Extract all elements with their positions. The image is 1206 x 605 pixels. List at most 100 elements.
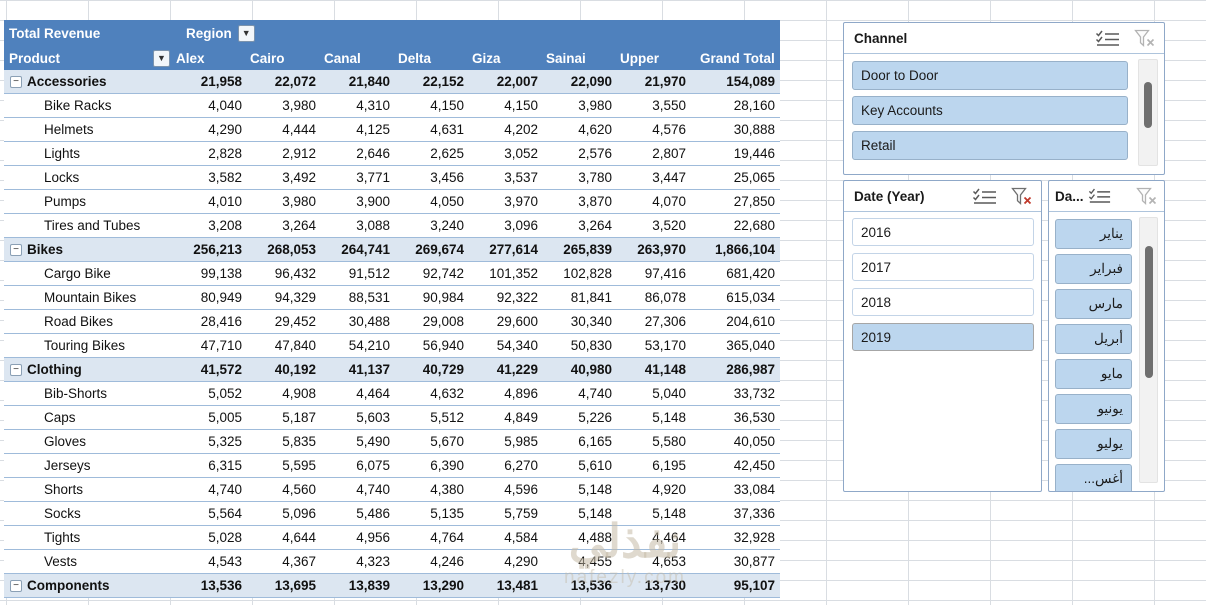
value-cell[interactable]: 4,620 <box>578 122 612 137</box>
slicer-item[interactable]: يوليو <box>1055 429 1132 459</box>
collapse-icon[interactable]: − <box>10 243 22 256</box>
value-cell[interactable]: 6,270 <box>504 458 538 473</box>
value-cell[interactable]: 13,730 <box>644 578 686 593</box>
column-header[interactable]: Cairo <box>250 50 285 66</box>
slicer-item[interactable]: فبراير <box>1055 254 1132 284</box>
value-cell[interactable]: 13,481 <box>496 578 538 593</box>
value-cell[interactable]: 22,152 <box>422 74 464 89</box>
value-cell[interactable]: 154,089 <box>726 74 775 89</box>
value-cell[interactable]: 13,536 <box>200 578 242 593</box>
value-cell[interactable]: 2,912 <box>282 146 316 161</box>
row-label-cell[interactable]: Bike Racks <box>4 98 174 113</box>
value-cell[interactable]: 615,034 <box>726 290 775 305</box>
value-cell[interactable]: 3,582 <box>208 170 242 185</box>
month-scrollbar[interactable] <box>1139 217 1158 483</box>
clear-filter-icon[interactable] <box>1011 187 1033 206</box>
value-cell[interactable]: 286,987 <box>726 362 775 377</box>
column-header[interactable]: Giza <box>472 50 501 66</box>
region-field-label[interactable]: Region <box>186 25 232 41</box>
value-cell[interactable]: 4,740 <box>356 482 390 497</box>
row-label-cell[interactable]: Helmets <box>4 122 174 137</box>
value-cell[interactable]: 99,138 <box>200 266 242 281</box>
value-cell[interactable]: 19,446 <box>733 146 775 161</box>
value-cell[interactable]: 96,432 <box>274 266 316 281</box>
row-label-cell[interactable]: − Components <box>4 578 174 593</box>
row-label-cell[interactable]: Lights <box>4 146 174 161</box>
value-cell[interactable]: 4,631 <box>430 122 464 137</box>
value-cell[interactable]: 40,050 <box>733 434 775 449</box>
value-cell[interactable]: 3,980 <box>282 98 316 113</box>
column-header[interactable]: Sainai <box>546 50 586 66</box>
value-cell[interactable]: 50,830 <box>570 338 612 353</box>
value-cell[interactable]: 3,771 <box>356 170 390 185</box>
value-cell[interactable]: 29,452 <box>274 314 316 329</box>
value-cell[interactable]: 27,850 <box>733 194 775 209</box>
row-label-cell[interactable]: Bib-Shorts <box>4 386 174 401</box>
column-header[interactable]: Canal <box>324 50 361 66</box>
value-cell[interactable]: 5,595 <box>282 458 316 473</box>
value-cell[interactable]: 40,980 <box>570 362 612 377</box>
value-cell[interactable]: 5,759 <box>504 506 538 521</box>
value-cell[interactable]: 2,576 <box>578 146 612 161</box>
value-cell[interactable]: 4,150 <box>430 98 464 113</box>
value-cell[interactable]: 22,007 <box>496 74 538 89</box>
value-cell[interactable]: 3,052 <box>504 146 538 161</box>
slicer-item[interactable]: مارس <box>1055 289 1132 319</box>
value-cell[interactable]: 6,075 <box>356 458 390 473</box>
value-cell[interactable]: 3,537 <box>504 170 538 185</box>
slicer-item[interactable]: يناير <box>1055 219 1132 249</box>
value-cell[interactable]: 4,543 <box>208 554 242 569</box>
value-cell[interactable]: 56,940 <box>422 338 464 353</box>
value-cell[interactable]: 5,040 <box>652 386 686 401</box>
value-cell[interactable]: 3,456 <box>430 170 464 185</box>
value-cell[interactable]: 4,455 <box>578 554 612 569</box>
value-cell[interactable]: 29,600 <box>496 314 538 329</box>
value-cell[interactable]: 27,306 <box>644 314 686 329</box>
value-cell[interactable]: 4,202 <box>504 122 538 137</box>
value-cell[interactable]: 5,670 <box>430 434 464 449</box>
value-cell[interactable]: 4,764 <box>430 530 464 545</box>
collapse-icon[interactable]: − <box>10 363 22 376</box>
value-cell[interactable]: 36,530 <box>733 410 775 425</box>
value-cell[interactable]: 4,323 <box>356 554 390 569</box>
value-cell[interactable]: 5,325 <box>208 434 242 449</box>
value-cell[interactable]: 4,740 <box>208 482 242 497</box>
row-label-cell[interactable]: Pumps <box>4 194 174 209</box>
value-cell[interactable]: 42,450 <box>733 458 775 473</box>
value-cell[interactable]: 3,550 <box>652 98 686 113</box>
value-cell[interactable]: 4,246 <box>430 554 464 569</box>
row-label-cell[interactable]: Gloves <box>4 434 174 449</box>
value-cell[interactable]: 4,849 <box>504 410 538 425</box>
value-cell[interactable]: 5,148 <box>652 506 686 521</box>
value-cell[interactable]: 4,896 <box>504 386 538 401</box>
value-cell[interactable]: 5,148 <box>578 482 612 497</box>
value-cell[interactable]: 4,290 <box>208 122 242 137</box>
value-cell[interactable]: 3,520 <box>652 218 686 233</box>
value-cell[interactable]: 53,170 <box>644 338 686 353</box>
value-cell[interactable]: 5,187 <box>282 410 316 425</box>
value-cell[interactable]: 21,958 <box>200 74 242 89</box>
value-cell[interactable]: 22,680 <box>733 218 775 233</box>
row-label-cell[interactable]: − Accessories <box>4 74 174 89</box>
value-cell[interactable]: 88,531 <box>348 290 390 305</box>
value-cell[interactable]: 95,107 <box>733 578 775 593</box>
value-cell[interactable]: 4,488 <box>578 530 612 545</box>
value-cell[interactable]: 94,329 <box>274 290 316 305</box>
value-cell[interactable]: 3,980 <box>282 194 316 209</box>
value-cell[interactable]: 13,536 <box>570 578 612 593</box>
column-header[interactable]: Delta <box>398 50 432 66</box>
row-label-cell[interactable]: − Bikes <box>4 242 174 257</box>
value-cell[interactable]: 2,828 <box>208 146 242 161</box>
slicer-item[interactable]: أغس... <box>1055 464 1132 491</box>
value-cell[interactable]: 4,010 <box>208 194 242 209</box>
value-cell[interactable]: 3,264 <box>578 218 612 233</box>
row-label-cell[interactable]: Mountain Bikes <box>4 290 174 305</box>
value-cell[interactable]: 3,900 <box>356 194 390 209</box>
value-cell[interactable]: 41,229 <box>496 362 538 377</box>
value-cell[interactable]: 4,740 <box>578 386 612 401</box>
value-cell[interactable]: 3,447 <box>652 170 686 185</box>
value-cell[interactable]: 277,614 <box>489 242 538 257</box>
value-cell[interactable]: 4,464 <box>356 386 390 401</box>
value-cell[interactable]: 33,732 <box>733 386 775 401</box>
value-cell[interactable]: 90,984 <box>422 290 464 305</box>
